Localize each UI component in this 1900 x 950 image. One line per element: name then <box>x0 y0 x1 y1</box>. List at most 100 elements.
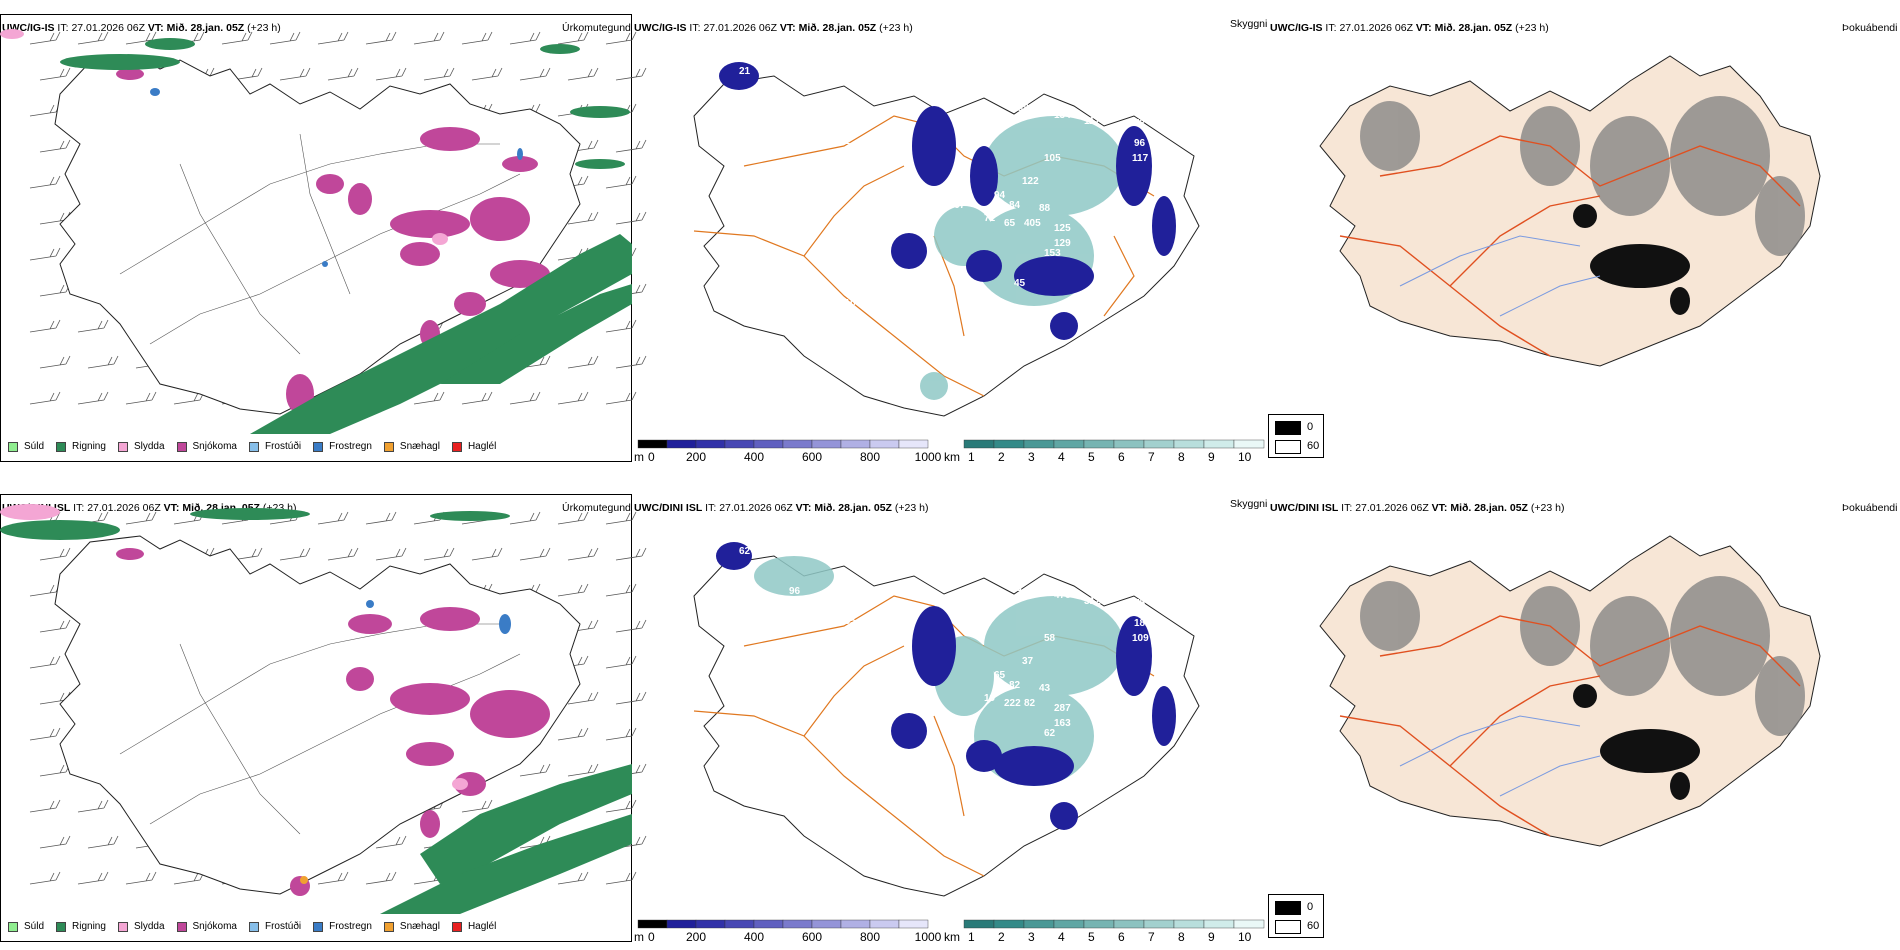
ceiling-value-label: 155 <box>839 616 856 627</box>
legend-item: Snæhagl <box>383 441 440 452</box>
ceiling-value-label: 102 <box>1074 96 1091 107</box>
colorbar-segment <box>811 919 842 929</box>
colorbar-tick: 1 <box>968 450 975 464</box>
colorbar-segment <box>811 439 842 449</box>
wind-barb <box>471 67 503 81</box>
snow-pellet-areas <box>300 876 308 884</box>
wind-barb <box>567 67 599 81</box>
wind-barb <box>461 31 493 45</box>
ceiling-value-label: 71 <box>984 213 996 224</box>
colorbar-segment <box>1113 919 1145 929</box>
vt-value: Mið. 28.jan. 05Z <box>1434 22 1513 34</box>
wind-barb <box>557 391 589 405</box>
precip-legend: Súld Rigning Slydda Snjókoma Frostúði Frostre… <box>8 921 508 932</box>
legend-item: Súld <box>8 441 44 452</box>
model-name: UWC/DINI ISL <box>1270 502 1339 514</box>
ceiling-value-label: 88 <box>1039 203 1051 214</box>
colorbar-tick: 600 <box>802 930 822 944</box>
wind-barb <box>557 31 589 45</box>
wind-barb <box>413 391 445 405</box>
colorbar-segment <box>1083 919 1115 929</box>
panel-title-fog: Þokuábendi <box>1842 22 1898 34</box>
ceiling-value-label: 109 <box>1132 633 1149 644</box>
it-value: 27.01.2026 06Z <box>1339 22 1413 34</box>
wind-barb <box>29 727 61 741</box>
legend-swatch <box>8 441 18 452</box>
colorbar-tick: 6 <box>1118 450 1125 464</box>
model-header-3: UWC/DINI ISL IT: 27.01.2026 06Z VT: Mið.… <box>1270 502 1564 514</box>
wind-barb <box>413 31 445 45</box>
ceiling-value-label: 75 <box>789 106 801 117</box>
colorbar-segment <box>753 439 784 449</box>
legend-label: Frostúði <box>264 441 302 452</box>
visibility-colorbar: km 1 2 3 4 5 6 7 8 9 10 <box>944 919 1265 944</box>
it-value: 27.01.2026 06Z <box>703 22 777 34</box>
wind-barb <box>29 871 61 885</box>
colorbar-segment <box>1023 919 1055 929</box>
wind-barb <box>269 31 301 45</box>
wind-barb <box>29 391 61 405</box>
iceland-coastline <box>693 555 1200 897</box>
colorbar-segment <box>898 439 929 449</box>
wind-barb <box>327 67 359 81</box>
wind-barb <box>87 355 119 369</box>
wind-barb <box>39 547 71 561</box>
wind-barb <box>39 139 71 153</box>
colorbar-segment <box>724 439 755 449</box>
it-label: IT: <box>705 502 717 514</box>
colorbar-tick: 1000 <box>915 930 942 944</box>
ceiling-value-label: 12 <box>1154 178 1166 189</box>
legend-swatch <box>248 921 259 932</box>
lead-time: (+23 h) <box>1515 22 1549 34</box>
colorbar-tick: 800 <box>860 450 880 464</box>
fog-scale-box: 0 60 <box>1268 414 1324 458</box>
wind-barb <box>375 835 407 849</box>
wind-barb <box>605 511 637 525</box>
colorbar-segment <box>1053 439 1085 449</box>
wind-barb <box>519 547 551 561</box>
wind-barb <box>605 871 637 885</box>
colorbar-segment <box>1113 439 1145 449</box>
legend-swatch <box>56 441 67 452</box>
wind-barb <box>29 103 61 117</box>
wind-barb <box>29 175 61 189</box>
ceiling-value-label: 21 <box>739 66 751 77</box>
legend-label: Súld <box>24 921 45 932</box>
ceiling-value-label: 94 <box>994 190 1006 201</box>
visibility-colorbar: km 1 2 3 4 5 6 7 8 9 10 <box>944 439 1265 464</box>
colorbar-segment <box>724 919 755 929</box>
colorbar-segment <box>1233 439 1265 449</box>
colorbar-tick: 0 <box>648 450 655 464</box>
fog-scale-dark <box>1275 421 1301 435</box>
wind-barb <box>125 31 157 45</box>
colorbar-tick: 3 <box>1028 450 1035 464</box>
legend-swatch <box>451 441 462 452</box>
legend-label: Slydda <box>133 441 165 452</box>
ceiling-value-label: 134 <box>1054 110 1071 121</box>
wind-barb <box>567 211 599 225</box>
legend-item: Rigning <box>56 441 106 452</box>
rain-areas <box>60 38 632 434</box>
colorbar-segment <box>782 439 813 449</box>
ceiling-value-label: 76 <box>864 218 876 229</box>
wind-barb <box>87 835 119 849</box>
fog-areas <box>1360 576 1805 736</box>
wind-barb <box>557 583 589 597</box>
colorbar-segment <box>637 919 668 929</box>
colorbar-tick: 600 <box>802 450 822 464</box>
colorbar-tick: 4 <box>1058 450 1065 464</box>
legend-swatch <box>176 921 187 932</box>
fog-scale-light <box>1275 920 1301 934</box>
it-label: IT: <box>1341 502 1353 514</box>
legend-swatch <box>8 921 18 932</box>
legend-item: Snjókoma <box>176 441 237 452</box>
colorbar-segment <box>840 439 871 449</box>
freezing-rain-areas <box>366 600 511 634</box>
wind-barb <box>509 31 541 45</box>
wind-barb <box>519 67 551 81</box>
colorbar-segment <box>666 919 697 929</box>
legend-label: Frostregn <box>329 921 372 932</box>
legend-label: Slydda <box>133 921 165 932</box>
freezing-rain-areas <box>150 88 523 267</box>
vt-label: VT: <box>147 22 164 34</box>
